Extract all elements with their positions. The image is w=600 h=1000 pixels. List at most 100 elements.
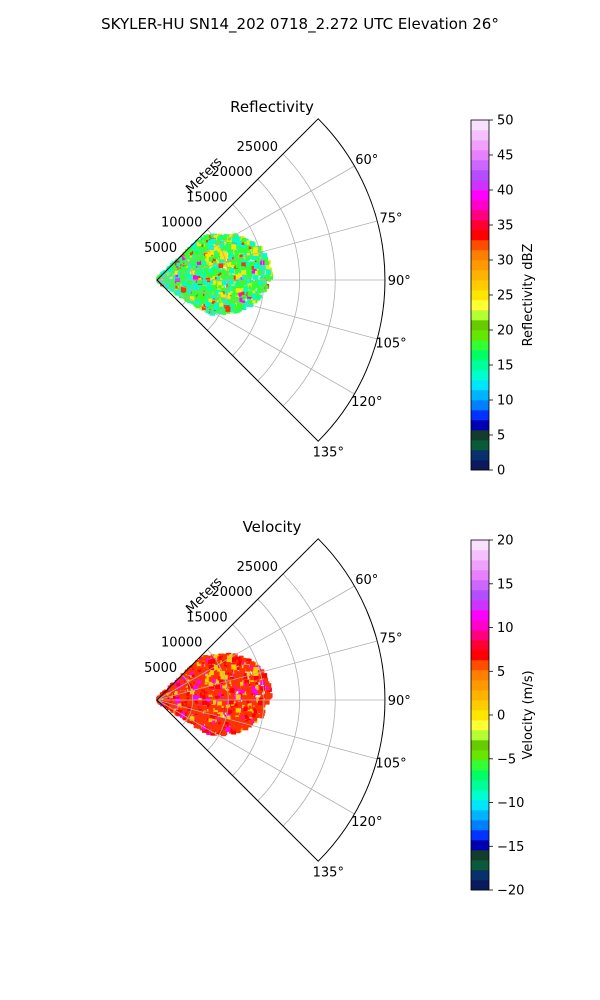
range-tick-label: 15000 (186, 190, 227, 205)
echo-cell (265, 686, 269, 690)
echo-cell (212, 694, 217, 699)
echo-cell (216, 260, 220, 263)
echo-cell (208, 291, 211, 295)
echo-cell (217, 257, 220, 261)
echo-cell (214, 277, 217, 280)
echo-cell (250, 681, 256, 687)
echo-cell (221, 274, 226, 279)
echo-cell (211, 727, 215, 731)
echo-cell (227, 247, 233, 253)
echo-cell (212, 717, 217, 722)
echo-cell (250, 696, 256, 702)
colorbar-tick-label: 35 (497, 219, 514, 234)
echo-cell (208, 240, 212, 244)
echo-cell (209, 259, 212, 263)
echo-cell (260, 669, 265, 673)
echo-cell (241, 262, 247, 268)
echo-cell (186, 691, 191, 697)
echo-cell (238, 656, 241, 659)
colorbar-tick-label: 25 (497, 289, 514, 304)
echo-cell (171, 265, 177, 271)
echo-cell (221, 285, 224, 288)
colorbar-segment (471, 440, 489, 451)
echo-cell (210, 670, 216, 676)
echo-cell (230, 693, 234, 698)
echo-cell (241, 690, 245, 694)
echo-cell (201, 272, 205, 276)
echo-cell (176, 258, 181, 263)
echo-cell (241, 246, 246, 250)
echo-cell (195, 261, 198, 264)
echo-cell (242, 280, 247, 285)
echo-cell (216, 670, 221, 675)
colorbar-segment (471, 300, 489, 311)
colorbar-segment (471, 190, 489, 201)
colorbar-segment (471, 230, 489, 241)
echo-cell (191, 668, 197, 674)
echo-cell (174, 685, 179, 690)
echo-cell (201, 713, 205, 717)
colorbar-segment (471, 240, 489, 251)
echo-cell (225, 248, 230, 252)
echo-cell (229, 688, 235, 693)
echo-cell (266, 269, 272, 275)
echo-cell (257, 281, 263, 286)
echo-cell (260, 274, 264, 278)
colorbar-segment (471, 130, 489, 141)
echo-cell (221, 299, 224, 302)
echo-cell (199, 246, 205, 252)
echo-cell (222, 263, 226, 266)
echo-cell (238, 715, 244, 721)
echo-cell (207, 272, 214, 278)
echo-cell (221, 288, 224, 292)
echo-cell (241, 244, 245, 248)
echo-cell (252, 707, 256, 711)
echo-cell (241, 242, 245, 245)
echo-cell (247, 283, 252, 288)
echo-cell (166, 276, 170, 280)
echo-cell (211, 300, 216, 305)
echo-cell (248, 246, 252, 250)
echo-cell (238, 292, 243, 297)
echo-cell (223, 728, 227, 732)
echo-cell (249, 707, 255, 713)
echo-cell (208, 298, 213, 303)
echo-cell (254, 696, 260, 702)
echo-cell (221, 662, 224, 665)
echo-cell (187, 279, 192, 285)
echo-cell (240, 695, 243, 698)
angle-tick-label: 60° (355, 153, 378, 168)
polar-grid (156, 153, 385, 442)
panel-title: Reflectivity (230, 98, 314, 116)
azimuth-line (156, 220, 378, 281)
echo-cell (224, 714, 227, 717)
echo-cell (231, 697, 235, 701)
echo-cell (209, 308, 213, 312)
echo-cell (255, 262, 259, 265)
echo-cell (221, 297, 225, 302)
echo-cell (217, 248, 221, 252)
echo-cell (218, 294, 221, 297)
echo-cell (245, 279, 250, 284)
echo-cell (191, 248, 197, 254)
angle-tick-label: 135° (313, 445, 344, 460)
echo-cell (236, 269, 240, 273)
echo-cell (215, 703, 218, 706)
echo-cell (226, 660, 231, 665)
echo-cell (222, 731, 227, 735)
echo-cell (229, 268, 235, 273)
echo-cell (215, 264, 221, 269)
echo-cell (207, 690, 211, 694)
echo-cell (233, 255, 239, 260)
colorbar-segment (471, 150, 489, 161)
echo-cell (248, 267, 253, 271)
echo-cell (241, 275, 246, 280)
echo-cell (217, 309, 222, 314)
echo-cell (166, 266, 172, 272)
echo-cell (236, 261, 241, 266)
echo-cell (200, 240, 205, 244)
echo-cell (206, 261, 211, 266)
echo-cell (243, 243, 246, 246)
echo-cell (211, 280, 217, 285)
echo-cell (245, 260, 248, 263)
